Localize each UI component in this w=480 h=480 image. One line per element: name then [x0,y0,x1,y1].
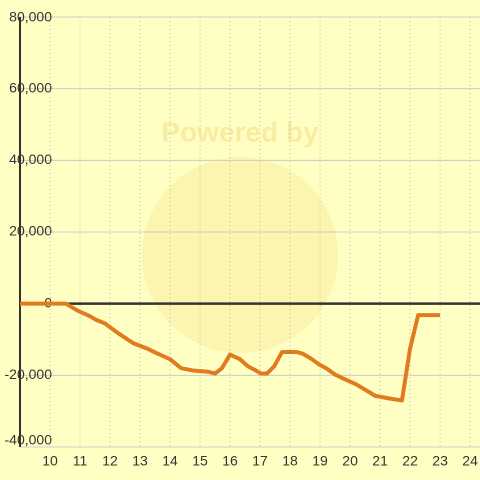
x-tick-label: 21 [372,453,388,469]
x-tick-label: 11 [73,453,88,469]
x-tick-label: 15 [192,453,208,469]
x-tick-label: 19 [312,453,328,469]
watermark: Powered by [161,116,319,147]
x-tick-label: 24 [462,453,478,469]
x-tick-label: 23 [432,453,448,469]
x-tick-label: 14 [162,453,178,469]
y-tick-label: -40,000 [5,432,53,448]
data-line [20,301,441,403]
x-tick-label: 17 [252,453,268,469]
y-tick-label: -20,000 [5,366,53,382]
y-tick-label: 20,000 [9,223,52,239]
y-tick-label: 40,000 [9,151,52,167]
y-tick-label: 80,000 [9,9,52,25]
x-tick-label: 13 [132,453,148,469]
watermark-logo [142,157,338,353]
x-tick-label: 18 [282,453,298,469]
y-tick-label: 60,000 [9,79,52,95]
x-tick-label: 16 [222,453,238,469]
x-tick-label: 22 [402,453,418,469]
x-tick-label: 20 [342,453,358,469]
x-tick-label: 10 [42,453,58,469]
x-tick-label: 12 [102,453,118,469]
